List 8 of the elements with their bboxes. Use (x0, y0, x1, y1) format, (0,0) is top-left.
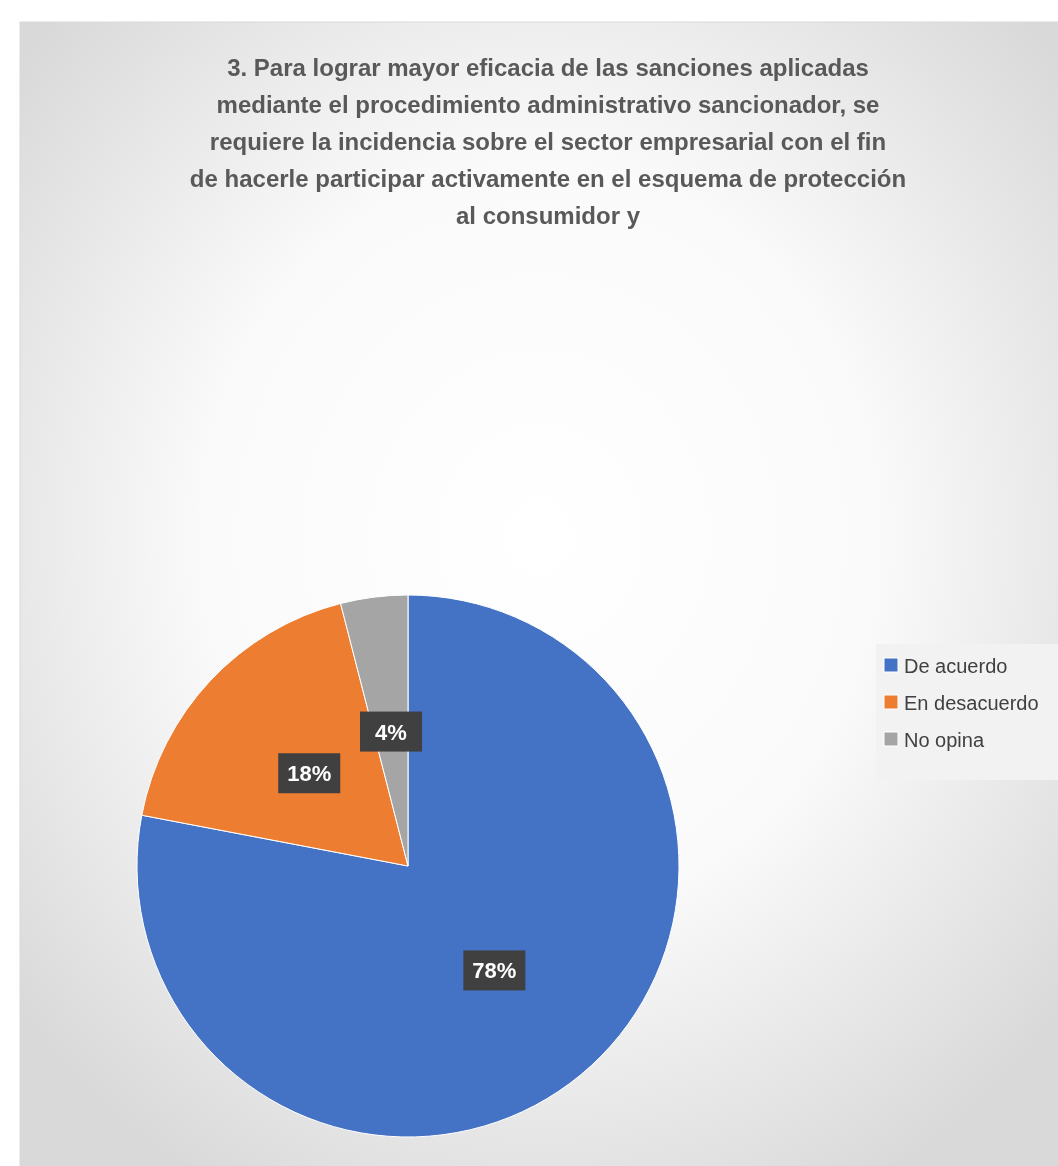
pie-slice (136, 594, 680, 1138)
legend-label: De acuerdo (904, 655, 1008, 677)
legend-label: En desacuerdo (904, 692, 1039, 714)
data-label: 18% (287, 761, 332, 787)
chart-title: 3. Para lograr mayor eficacia de las sanciones aplicadas mediante el procedimiento administrativo sancionador, se requiere la incidencia sobre el sector empresarial con el fin de hacerle participar activamente en el esquema de protección al consumidor y (189, 54, 907, 229)
legend-label: No opina (904, 729, 985, 751)
data-label: 4% (375, 719, 407, 745)
data-label: 78% (472, 958, 517, 984)
